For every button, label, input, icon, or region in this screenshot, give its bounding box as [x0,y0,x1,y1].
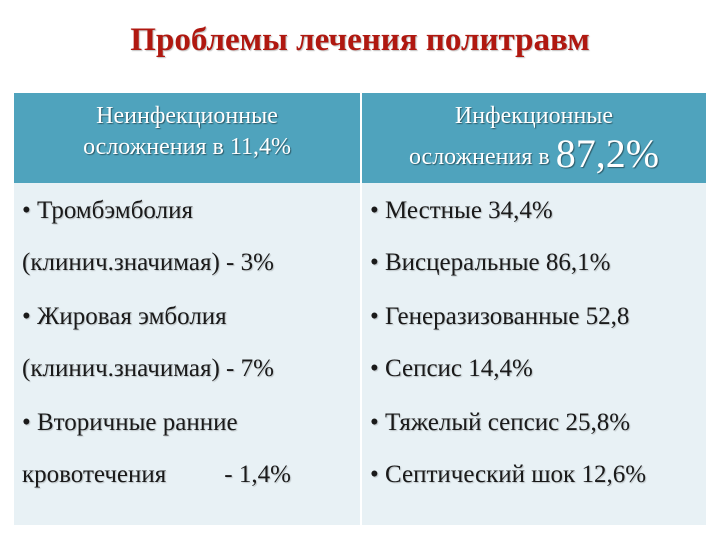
list-item: • Местные 34,4% [370,197,553,224]
complications-table: Неинфекционные осложнения в 11,4% Инфекц… [14,93,706,525]
list-item: • Жировая эмболия [22,303,227,330]
header-infectious-line1: Инфекционные [454,103,614,129]
header-infectious-line2: осложнения в 87,2% [362,134,706,174]
list-item: • Вторичные ранние [22,409,238,436]
bleeding-label: кровотечения [22,461,167,488]
header-noninfectious-line2: осложнения в 11,4% [83,134,291,160]
column-divider [360,93,362,525]
list-item: (клинич.значимая) - 3% [22,249,274,276]
list-item: (клинич.значимая) - 7% [22,355,274,382]
slide-title: Проблемы лечения политравм [130,22,590,58]
list-item: кровотечения - 1,4% [22,461,291,489]
bleeding-value: - 1,4% [224,461,291,488]
list-item: • Сепсис 14,4% [370,355,533,382]
header-infectious-prefix: осложнения в [408,144,556,170]
header-noninfectious-line1: Неинфекционные [96,103,278,129]
list-item: • Септический шок 12,6% [370,461,647,488]
list-item: • Висцеральные 86,1% [370,249,611,276]
header-infectious: Инфекционные осложнения в 87,2% [362,93,706,183]
list-item: • Тяжелый сепсис 25,8% [370,409,631,436]
noninfectious-list: • Тромбэмболия (клинич.значимая) - 3% • … [14,183,360,525]
list-item: • Генеразизованные 52,8 [370,303,630,330]
header-infectious-value: 87,2% [555,131,660,176]
list-item: • Тромбэмболия [22,197,193,224]
header-noninfectious: Неинфекционные осложнения в 11,4% [14,93,360,183]
infectious-list: • Местные 34,4% • Висцеральные 86,1% • Г… [362,183,706,525]
